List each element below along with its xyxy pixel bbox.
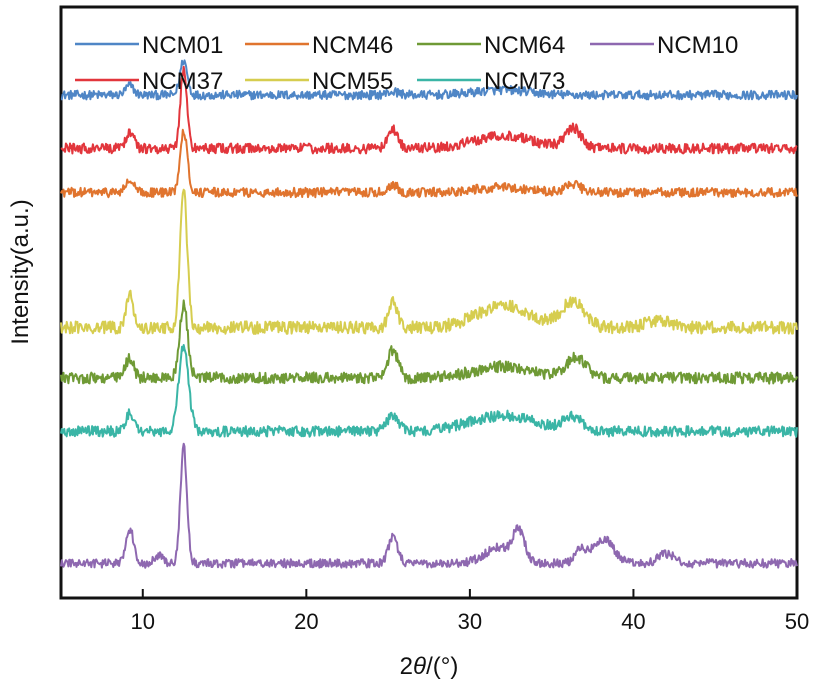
x-tick-label: 20 bbox=[294, 609, 318, 634]
plot-frame bbox=[59, 5, 799, 600]
x-tick-label: 30 bbox=[458, 609, 482, 634]
y-axis-title: Intensity(a.u.) bbox=[7, 199, 34, 344]
legend-label-ncm37: NCM37 bbox=[142, 68, 223, 95]
legend-label-ncm73: NCM73 bbox=[484, 68, 565, 95]
series-line-ncm37 bbox=[60, 65, 798, 155]
x-tick-label: 50 bbox=[785, 609, 809, 634]
x-tick-label: 10 bbox=[131, 609, 155, 634]
trace-group bbox=[60, 59, 798, 569]
x-axis-title-symbol: θ bbox=[413, 653, 426, 680]
series-line-ncm10 bbox=[60, 442, 798, 569]
legend: NCM01 NCM46 NCM64 NCM10 NCM37 NCM55 NCM73 bbox=[75, 32, 738, 95]
x-axis-title-suffix: /(°) bbox=[426, 653, 458, 680]
series-line-ncm46 bbox=[60, 128, 798, 199]
legend-label-ncm01: NCM01 bbox=[142, 32, 223, 59]
series-line-ncm01 bbox=[60, 59, 798, 101]
x-axis-title: 2θ/(°) bbox=[400, 653, 459, 680]
legend-label-ncm55: NCM55 bbox=[312, 68, 393, 95]
x-tick-label: 40 bbox=[621, 609, 645, 634]
legend-label-ncm64: NCM64 bbox=[484, 32, 565, 59]
legend-label-ncm46: NCM46 bbox=[312, 32, 393, 59]
legend-label-ncm10: NCM10 bbox=[657, 32, 738, 59]
series-line-ncm55 bbox=[60, 188, 798, 335]
series-line-ncm73 bbox=[60, 344, 798, 438]
x-axis-title-prefix: 2 bbox=[400, 653, 413, 680]
series-line-ncm64 bbox=[60, 299, 798, 385]
x-axis-ticks: 10 20 30 40 50 bbox=[131, 589, 809, 634]
